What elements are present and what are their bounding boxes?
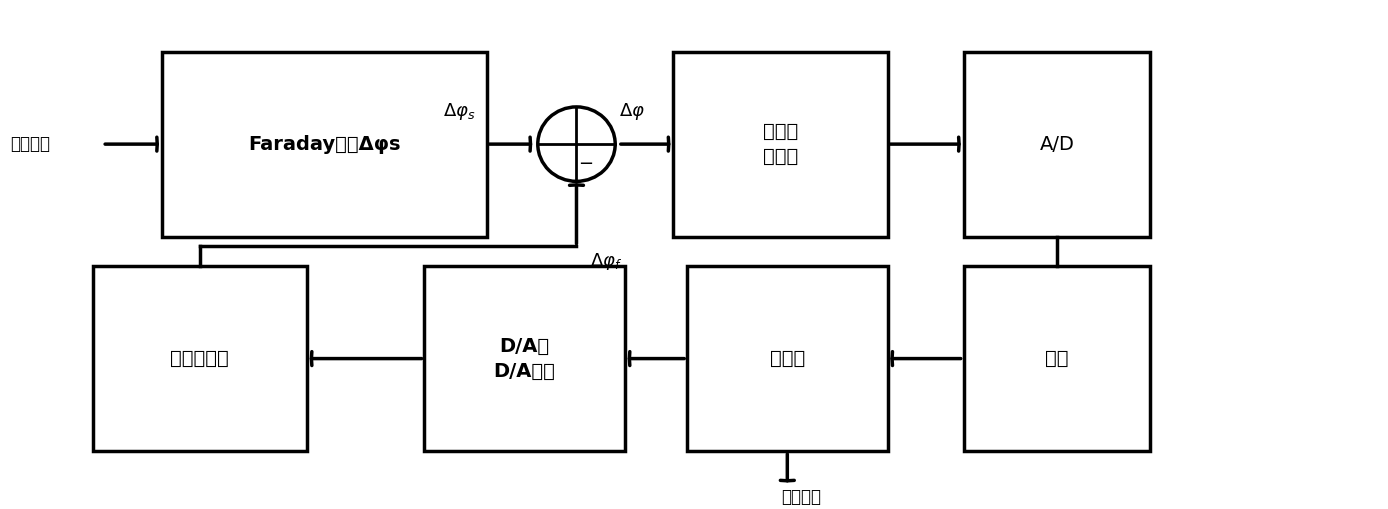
- Text: −: −: [579, 155, 594, 173]
- Text: A/D: A/D: [1040, 134, 1074, 154]
- Ellipse shape: [537, 107, 615, 181]
- Text: Faraday效应Δφs: Faraday效应Δφs: [248, 134, 401, 154]
- Text: $\Delta\varphi_s$: $\Delta\varphi_s$: [443, 101, 475, 122]
- Text: D/A及
D/A驱动: D/A及 D/A驱动: [494, 336, 555, 381]
- Text: 相位调制器: 相位调制器: [171, 349, 229, 368]
- Bar: [673, 51, 887, 237]
- Bar: [425, 266, 625, 451]
- Bar: [963, 51, 1151, 237]
- Text: 输入信号: 输入信号: [10, 135, 50, 153]
- Text: 控制器: 控制器: [770, 349, 805, 368]
- Bar: [687, 266, 887, 451]
- Text: 解调: 解调: [1045, 349, 1069, 368]
- Bar: [963, 266, 1151, 451]
- Bar: [93, 266, 307, 451]
- Bar: [162, 51, 487, 237]
- Text: 探测器
和前放: 探测器 和前放: [763, 122, 798, 166]
- Text: 输出信号: 输出信号: [781, 488, 822, 506]
- Text: $\Delta\varphi$: $\Delta\varphi$: [619, 101, 645, 122]
- Text: $\Delta\varphi_f$: $\Delta\varphi_f$: [590, 251, 623, 272]
